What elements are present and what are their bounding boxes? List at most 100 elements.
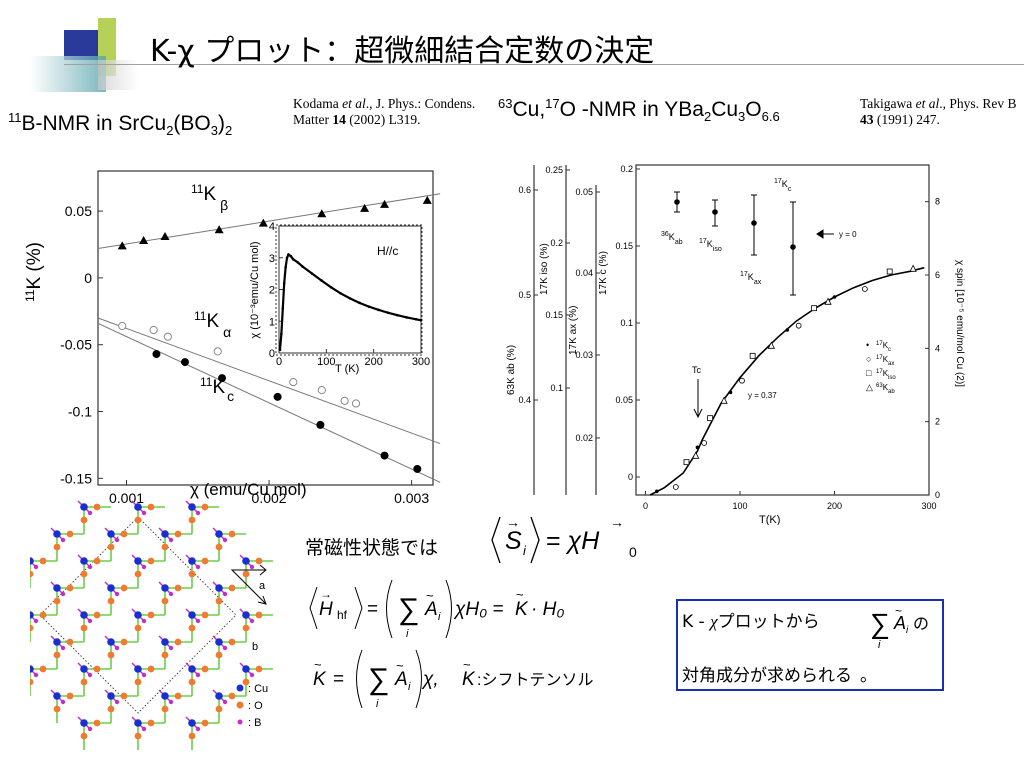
oxygen-atom — [201, 665, 209, 673]
legend-entry: 17Kiso — [876, 369, 896, 381]
boron-atom — [87, 564, 93, 570]
boron-atom — [195, 510, 201, 516]
fit-line-1 — [97, 317, 441, 445]
x-axis-label-t: T(K) — [759, 514, 780, 525]
oxygen-atom — [93, 611, 101, 619]
series-label-kbeta: 11K β — [191, 182, 228, 213]
x-tick-label: 0 — [643, 501, 648, 511]
oxygen-atom — [188, 732, 196, 740]
point-63kab — [720, 396, 728, 404]
left-axis-tick-label-2: 0.04 — [575, 268, 593, 278]
point-kc — [273, 392, 282, 401]
axis-b-arrowhead — [257, 595, 267, 605]
point-63kab — [692, 451, 700, 459]
oxygen-atom — [80, 678, 88, 686]
copper-atom — [215, 530, 223, 538]
copper-atom — [107, 638, 115, 646]
left-axis-tick-label-2: 0.03 — [575, 350, 593, 360]
oxygen-atom — [107, 597, 115, 605]
copper-atom — [134, 719, 142, 727]
svg-text:A: A — [394, 669, 408, 690]
svg-text:· H₀: · H₀ — [531, 599, 564, 620]
point-kalpha — [118, 321, 127, 331]
copper-atom — [80, 665, 88, 673]
boron-atom — [60, 537, 66, 543]
inset-chi-vs-t: 0 100 200 300 0 1 2 3 4 H//c T (K) χ (10⁻³emu/Cu… — [249, 221, 430, 375]
inset-y-tick-label: 2 — [269, 285, 275, 297]
corner-decoration-teal — [30, 56, 106, 92]
oxygen-atom — [107, 705, 115, 713]
svg-text:i: i — [408, 681, 411, 693]
oxygen-atom — [174, 584, 182, 592]
point-17kiso — [811, 305, 817, 312]
copper-atom — [215, 692, 223, 700]
copper-atom — [161, 530, 169, 538]
oxygen-atom — [120, 584, 128, 592]
svg-text:~: ~ — [426, 588, 434, 603]
copper-atom — [53, 530, 61, 538]
oxygen-atom — [174, 530, 182, 538]
legend-entry: 17Kc — [876, 341, 891, 353]
svg-text:S: S — [505, 527, 522, 555]
svg-text:A: A — [424, 599, 438, 620]
svg-text:~: ~ — [895, 604, 902, 618]
oxygen-atom — [80, 732, 88, 740]
axis-b-label: b — [252, 641, 258, 653]
inset-x-label: T (K) — [335, 363, 359, 375]
svg-text:∑: ∑ — [368, 663, 389, 696]
left-axis-tick-label-0: 0.6 — [518, 185, 531, 195]
boron-atom — [33, 564, 39, 570]
oxygen-atom — [147, 719, 155, 727]
copper-atom — [53, 584, 61, 592]
oxygen-atom — [161, 543, 169, 551]
oxygen-atom — [66, 692, 74, 700]
boron-atom — [33, 672, 39, 678]
axis-label-chispin: χ spin [10⁻⁵ emu/mol Cu (2)] — [954, 260, 965, 387]
oxygen-atom — [201, 557, 209, 565]
oxygen-atom — [228, 530, 236, 538]
svg-text:χH₀ =: χH₀ = — [453, 599, 503, 620]
x-tick-label: 300 — [921, 501, 936, 511]
boron-atom — [141, 618, 147, 624]
svg-text:→: → — [506, 514, 520, 530]
plot-frame — [97, 170, 434, 486]
oxygen-atom — [188, 678, 196, 686]
copper-atom — [161, 692, 169, 700]
point-kbeta — [117, 241, 127, 250]
point-17kax — [739, 377, 745, 384]
svg-text:i: i — [438, 611, 441, 623]
svg-text:i: i — [376, 698, 379, 710]
copper-atom — [107, 692, 115, 700]
point-kc — [180, 358, 189, 367]
legend-marker: ○ — [866, 354, 871, 364]
oxygen-atom — [174, 638, 182, 646]
label-17kax: 17Kax — [740, 271, 762, 286]
left-axis-tick-label-3: 0.2 — [620, 164, 633, 174]
point-17kc — [785, 328, 790, 332]
conclusion-line1: K - χプロットから — [682, 612, 820, 632]
copper-atom — [188, 719, 196, 727]
axis-label-17kax: 17K ax (%) — [568, 306, 579, 355]
boron-atom — [195, 564, 201, 570]
boron-bond — [30, 667, 37, 676]
point-17kax — [795, 322, 802, 329]
oxygen-atom — [134, 732, 142, 740]
left-axis-tick-label-1: 0.25 — [545, 165, 563, 175]
equation-shift-tensor: K ~ = ∑ i A ~ i χ, K ~ :シフトテンソル — [313, 649, 593, 710]
oxygen-atom — [161, 705, 169, 713]
oxygen-atom — [242, 678, 250, 686]
oxygen-atom — [201, 611, 209, 619]
oxygen-atom — [39, 557, 47, 565]
legend-cu-dot — [236, 684, 244, 692]
error-point-1 — [712, 209, 718, 215]
point-17kax — [672, 484, 679, 490]
error-point-2 — [751, 220, 757, 226]
boron-atom — [33, 618, 39, 624]
inset-y-label: χ (10⁻³emu/Cu mol) — [249, 241, 261, 338]
oxygen-atom — [228, 584, 236, 592]
series-label-kalpha: 11K α — [194, 309, 231, 340]
point-63kab — [909, 264, 917, 272]
boron-atom — [141, 726, 147, 732]
legend-entry: 63Kab — [876, 383, 895, 395]
point-kbeta — [360, 203, 370, 212]
